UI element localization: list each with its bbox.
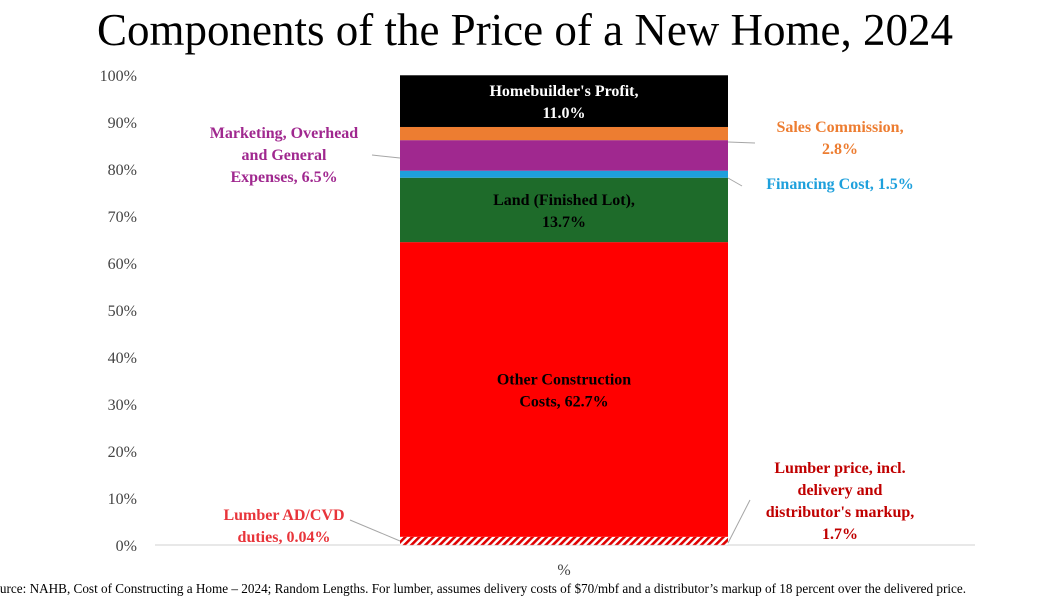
bar-segment-1 [400, 536, 728, 545]
data-label-line: Homebuilder's Profit, [489, 83, 638, 100]
y-tick-label: 0% [116, 538, 137, 555]
data-label-line: distributor's markup, [766, 504, 914, 521]
y-tick-label: 50% [108, 303, 137, 320]
chart-title: Components of the Price of a New Home, 2… [96, 5, 954, 55]
leader-line [727, 141, 756, 144]
y-tick-label: 60% [108, 256, 137, 273]
y-tick-label: 40% [108, 350, 137, 367]
data-label-line: Lumber price, incl. [774, 460, 905, 477]
data-label-line: duties, 0.04% [238, 529, 331, 546]
y-tick-label: 30% [108, 397, 137, 414]
bar-segment-3 [400, 177, 728, 243]
data-label-line: Lumber AD/CVD [223, 507, 344, 524]
data-label: Marketing, Overhead and General Expenses, … [210, 125, 359, 186]
data-label-line: and General [242, 147, 327, 164]
source-note: Source: NAHB, Cost of Constructing a Hom… [0, 581, 967, 596]
data-label-line: Financing Cost, 1.5% [766, 176, 914, 193]
leader-line [727, 499, 751, 544]
data-label: Other Construction Costs, 62.7% [497, 371, 631, 410]
y-tick-label: 20% [108, 444, 137, 461]
y-tick-label: 80% [108, 162, 137, 179]
bar-segment-2 [400, 242, 728, 537]
data-label-line: Other Construction [497, 371, 631, 388]
data-label: Financing Cost, 1.5% [766, 176, 914, 193]
data-label-line: Marketing, Overhead [210, 125, 359, 142]
bar-segment-7 [400, 75, 728, 127]
leader-line [371, 154, 401, 159]
data-label: Homebuilder's Profit, 11.0% [489, 83, 638, 122]
data-label-line: 13.7% [542, 214, 586, 231]
data-label: Land (Finished Lot), 13.7% [493, 192, 635, 231]
data-label-line: delivery and [798, 482, 883, 499]
y-tick-label: 70% [108, 209, 137, 226]
data-label-line: 1.7% [822, 526, 858, 543]
data-label-line: Costs, 62.7% [519, 393, 608, 410]
data-label-line: 2.8% [822, 141, 858, 158]
bar-segment-6 [400, 126, 728, 141]
y-tick-label: 90% [108, 115, 137, 132]
y-tick-label: 100% [100, 68, 137, 85]
y-tick-label: 10% [108, 491, 137, 508]
data-label: Lumber price, incl. delivery and distribut… [766, 460, 914, 543]
data-label: Sales Commission, 2.8% [776, 119, 903, 158]
data-label-line: Sales Commission, [776, 119, 903, 136]
data-label-line: Expenses, 6.5% [230, 169, 337, 186]
leader-line [727, 177, 743, 187]
data-label-line: Land (Finished Lot), [493, 192, 635, 209]
leader-line [349, 519, 401, 542]
data-label-line: 11.0% [542, 105, 585, 122]
bar-segment-5 [400, 140, 728, 171]
bar-segment-4 [400, 170, 728, 178]
x-axis-label: % [557, 562, 570, 579]
data-label: Lumber AD/CVD duties, 0.04% [223, 507, 344, 546]
